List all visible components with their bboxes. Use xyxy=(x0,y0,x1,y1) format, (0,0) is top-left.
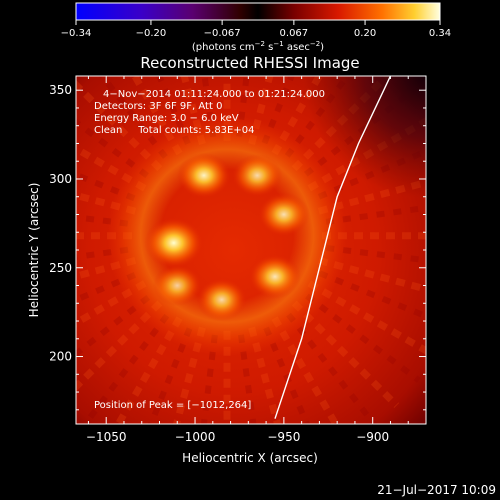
annotation-time-range: 4−Nov−2014 01:11:24.000 to 01:21:24.000 xyxy=(103,89,325,100)
annotation-energy: Energy Range: 3.0 − 6.0 keV xyxy=(94,113,239,124)
x-axis-label: Heliocentric X (arcsec) xyxy=(182,451,318,465)
annotation-detectors: Detectors: 3F 6F 9F, Att 0 xyxy=(94,101,222,112)
source-blob xyxy=(177,152,231,199)
y-tick-label: 300 xyxy=(49,172,72,186)
heatmap-image xyxy=(76,76,426,424)
colorbar-label: (photons cm−2 s−1 asec−2) xyxy=(192,40,324,53)
source-blobs xyxy=(144,152,310,322)
annotations: 4−Nov−2014 01:11:24.000 to 01:21:24.000 … xyxy=(94,89,325,411)
colorbar: −0.34 −0.20 −0.067 0.067 0.20 0.34 (photons c… xyxy=(61,2,451,53)
y-tick-label: 350 xyxy=(49,83,72,97)
y-tick-label: 200 xyxy=(49,350,72,364)
colorbar-tick-label: −0.067 xyxy=(204,28,241,39)
source-blob xyxy=(232,154,283,197)
chart-title: Reconstructed RHESSI Image xyxy=(140,54,359,72)
x-tick-label: −950 xyxy=(267,430,300,444)
colorbar-gradient xyxy=(75,2,441,21)
source-blob xyxy=(152,264,202,307)
colorbar-tick-label: 0.34 xyxy=(429,28,451,39)
y-axis-label: Heliocentric Y (arcsec) xyxy=(27,183,41,318)
y-tick-label: 250 xyxy=(49,261,72,275)
axes: −1050 −1000 −950 −900 200 250 300 350 xyxy=(49,76,426,444)
colorbar-tick-label: −0.34 xyxy=(61,28,92,39)
source-blob xyxy=(144,217,204,269)
x-tick-label: −1050 xyxy=(86,430,127,444)
source-blob xyxy=(258,192,310,237)
x-tick-label: −900 xyxy=(356,430,389,444)
source-blob xyxy=(248,254,301,299)
solar-limb-curve xyxy=(274,76,392,419)
annotation-counts: Clean Total counts: 5.83E+04 xyxy=(94,125,254,136)
footer-timestamp: 21−Jul−2017 10:09 xyxy=(377,483,496,497)
colorbar-tick-label: 0.20 xyxy=(354,28,376,39)
peak-position-label: Position of Peak = [−1012,264] xyxy=(94,400,251,411)
source-blob xyxy=(196,278,247,322)
x-tick-label: −1000 xyxy=(175,430,216,444)
colorbar-tick-label: −0.20 xyxy=(136,28,167,39)
colorbar-tick-label: 0.067 xyxy=(280,28,309,39)
